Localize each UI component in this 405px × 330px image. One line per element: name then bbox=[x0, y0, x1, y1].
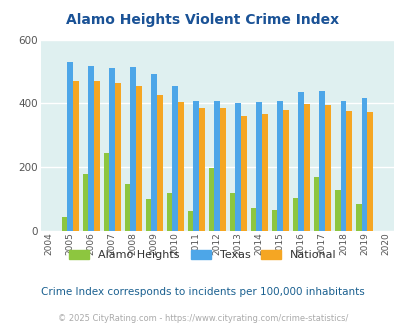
Bar bbox=[241, 115, 246, 231]
Bar bbox=[198, 108, 204, 231]
Bar bbox=[361, 98, 366, 231]
Bar bbox=[115, 83, 120, 231]
Bar bbox=[166, 193, 172, 231]
Bar bbox=[271, 210, 277, 231]
Bar bbox=[355, 204, 361, 231]
Bar bbox=[88, 66, 94, 231]
Bar bbox=[366, 112, 372, 231]
Bar bbox=[340, 101, 345, 231]
Bar bbox=[220, 108, 225, 231]
Text: Crime Index corresponds to incidents per 100,000 inhabitants: Crime Index corresponds to incidents per… bbox=[41, 287, 364, 297]
Bar bbox=[109, 68, 115, 231]
Bar bbox=[124, 184, 130, 231]
Bar bbox=[151, 74, 157, 231]
Bar bbox=[334, 190, 340, 231]
Bar bbox=[262, 114, 267, 231]
Text: © 2025 CityRating.com - https://www.cityrating.com/crime-statistics/: © 2025 CityRating.com - https://www.city… bbox=[58, 314, 347, 323]
Bar bbox=[157, 95, 162, 231]
Bar bbox=[208, 168, 214, 231]
Bar bbox=[130, 67, 136, 231]
Bar bbox=[72, 81, 78, 231]
Bar bbox=[298, 92, 303, 231]
Bar bbox=[62, 216, 67, 231]
Bar bbox=[229, 193, 235, 231]
Bar bbox=[313, 178, 319, 231]
Bar bbox=[235, 103, 241, 231]
Bar bbox=[292, 198, 298, 231]
Bar bbox=[103, 153, 109, 231]
Bar bbox=[345, 112, 351, 231]
Bar bbox=[82, 174, 88, 231]
Bar bbox=[136, 86, 141, 231]
Bar bbox=[319, 91, 324, 231]
Bar bbox=[303, 104, 309, 231]
Bar bbox=[277, 101, 282, 231]
Bar bbox=[250, 208, 256, 231]
Legend: Alamo Heights, Texas, National: Alamo Heights, Texas, National bbox=[66, 247, 339, 264]
Text: Alamo Heights Violent Crime Index: Alamo Heights Violent Crime Index bbox=[66, 13, 339, 27]
Bar bbox=[324, 105, 330, 231]
Bar bbox=[282, 110, 288, 231]
Bar bbox=[172, 86, 177, 231]
Bar bbox=[145, 199, 151, 231]
Bar bbox=[94, 81, 99, 231]
Bar bbox=[193, 101, 198, 231]
Bar bbox=[187, 211, 193, 231]
Bar bbox=[214, 101, 220, 231]
Bar bbox=[67, 62, 72, 231]
Bar bbox=[177, 102, 183, 231]
Bar bbox=[256, 102, 262, 231]
